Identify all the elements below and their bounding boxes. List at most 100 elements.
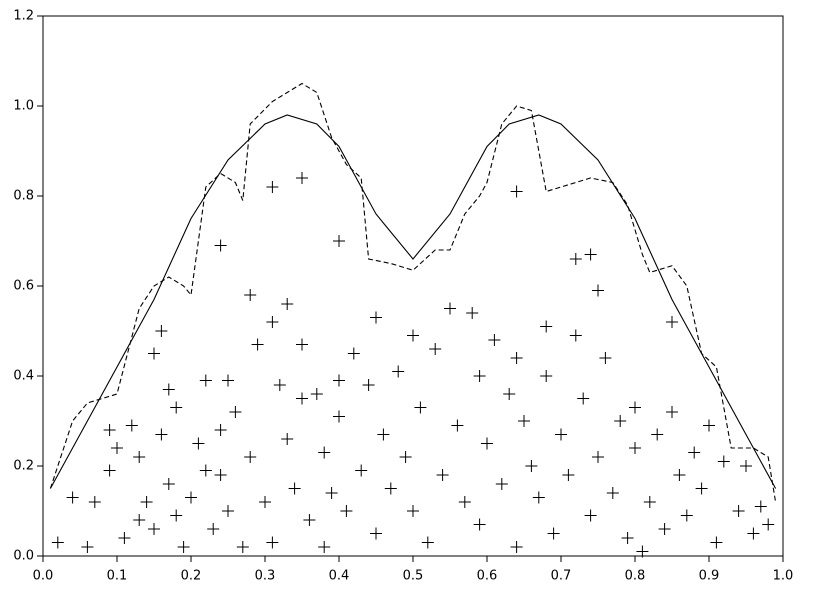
point (421, 536, 434, 549)
point (740, 460, 752, 472)
point (347, 347, 360, 360)
point (762, 518, 775, 531)
point (458, 496, 471, 508)
point (429, 343, 442, 355)
point (577, 392, 590, 405)
point (177, 541, 190, 553)
x-tick-label: 0.0 (33, 569, 54, 584)
point (414, 401, 427, 414)
point (643, 496, 656, 508)
point (170, 509, 183, 522)
y-tick-label: 0.6 (13, 279, 34, 294)
solid-line (49, 114, 777, 489)
point (222, 505, 234, 517)
point (118, 532, 131, 544)
point (747, 527, 760, 540)
x-tick-label: 0.2 (181, 569, 202, 584)
point (495, 478, 508, 490)
point (266, 536, 279, 549)
point (259, 496, 271, 508)
point (569, 253, 582, 265)
point (466, 307, 479, 319)
point (88, 496, 101, 508)
point (318, 541, 331, 553)
point (614, 415, 627, 427)
point (444, 302, 456, 315)
x-tick-label: 0.4 (329, 569, 350, 584)
point (695, 482, 708, 495)
point (436, 469, 449, 481)
point (392, 365, 405, 378)
point (666, 406, 678, 418)
point (222, 374, 234, 387)
point (473, 518, 486, 531)
point (621, 532, 634, 544)
point (244, 289, 257, 301)
y-tick-label: 0.8 (13, 189, 34, 204)
point (540, 370, 553, 382)
point (288, 482, 301, 495)
point (273, 379, 286, 391)
point (651, 428, 664, 441)
point (103, 464, 116, 477)
point (481, 437, 493, 450)
point (199, 374, 212, 387)
point (510, 352, 523, 364)
point (155, 428, 168, 441)
point (244, 451, 257, 463)
point (214, 424, 227, 436)
point (592, 284, 604, 297)
point (333, 235, 345, 247)
point (266, 316, 279, 328)
point (251, 338, 264, 351)
point (407, 505, 419, 517)
point (66, 491, 79, 504)
dashed-line (49, 82, 777, 503)
y-tick-label: 0.2 (13, 459, 34, 474)
point (185, 491, 197, 504)
point (340, 505, 353, 517)
point (370, 311, 382, 324)
point (133, 514, 146, 526)
point (407, 329, 419, 342)
point (540, 320, 553, 333)
point (606, 487, 619, 499)
point (703, 419, 715, 432)
point (310, 388, 323, 400)
point (732, 505, 745, 517)
point (666, 316, 678, 328)
point (207, 523, 220, 535)
point (451, 419, 464, 432)
point (199, 464, 212, 477)
point (503, 388, 516, 400)
point (155, 325, 168, 337)
point (717, 455, 730, 468)
point (325, 487, 338, 499)
point (140, 496, 153, 508)
point (370, 527, 382, 540)
point (162, 383, 175, 396)
point (103, 424, 116, 436)
point (629, 401, 641, 414)
point (584, 248, 597, 261)
x-tick-label: 0.5 (403, 569, 424, 584)
point (162, 478, 175, 490)
point (510, 185, 523, 198)
point (510, 541, 523, 553)
x-tick-label: 0.3 (255, 569, 276, 584)
point (148, 523, 160, 535)
x-tick-label: 0.7 (551, 569, 572, 584)
point (296, 338, 308, 351)
x-tick-label: 0.8 (625, 569, 646, 584)
point (333, 410, 345, 423)
point (688, 446, 701, 459)
point (680, 509, 693, 522)
point (377, 428, 390, 441)
x-tick-label: 1.0 (773, 569, 794, 584)
point (555, 428, 567, 441)
point (355, 464, 368, 477)
point (488, 334, 501, 346)
point (296, 392, 308, 405)
point (584, 509, 597, 522)
